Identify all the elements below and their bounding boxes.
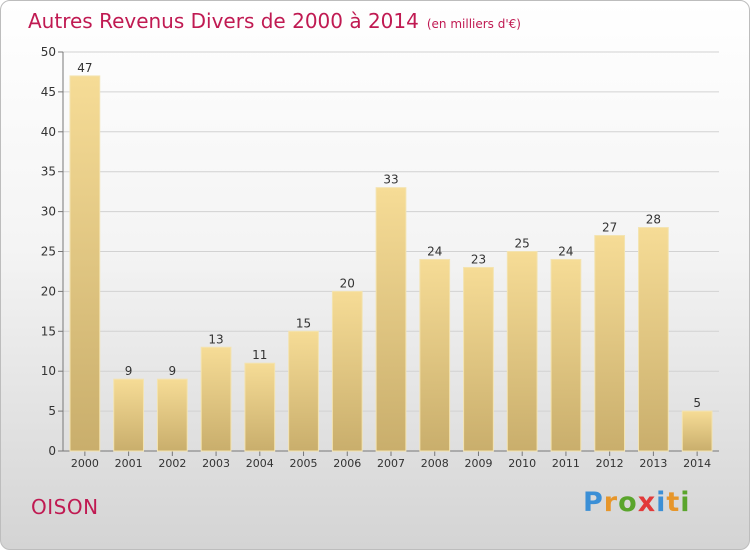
bar-value-label: 24 [427, 244, 442, 258]
chart-title: Autres Revenus Divers de 2000 à 2014 (en … [28, 9, 521, 33]
logo-letter: r [603, 487, 619, 518]
bar [288, 330, 319, 452]
bar-value-label: 24 [558, 244, 573, 258]
y-tick-label: 50 [41, 45, 56, 59]
bars [69, 75, 713, 452]
x-tick-label: 2000 [71, 457, 99, 470]
y-tick-label: 5 [48, 404, 56, 418]
x-tick-label: 2003 [202, 457, 230, 470]
logo-letter: t [666, 487, 681, 518]
bar-value-label: 20 [340, 276, 355, 290]
x-tick-label: 2009 [464, 457, 492, 470]
bar [638, 227, 669, 452]
x-tick-label: 2008 [421, 457, 449, 470]
x-tick-label: 2007 [377, 457, 405, 470]
bar [244, 362, 276, 452]
y-tick-label: 45 [41, 85, 56, 99]
x-tick-label: 2011 [552, 457, 580, 470]
bar [419, 258, 451, 452]
bar [594, 235, 626, 452]
x-tick-label: 2010 [508, 457, 536, 470]
bar [550, 258, 582, 452]
x-tick-label: 2006 [333, 457, 361, 470]
bar-value-label: 23 [471, 252, 486, 266]
chart-subtitle: (en milliers d'€) [426, 17, 521, 31]
bar-value-label: 27 [602, 221, 617, 235]
x-tick-label: 2013 [639, 457, 667, 470]
logo-letter: i [656, 487, 667, 518]
chart-title-text: Autres Revenus Divers de 2000 à 2014 [28, 9, 419, 33]
x-tick-label: 2005 [290, 457, 318, 470]
x-tick-label: 2012 [596, 457, 624, 470]
bar-value-label: 47 [77, 61, 92, 75]
logo-letter: P [583, 487, 604, 518]
x-tick-label: 2002 [158, 457, 186, 470]
bar-value-label: 28 [646, 213, 661, 227]
y-tick-label: 0 [48, 444, 56, 458]
bar-value-label: 15 [296, 316, 311, 330]
logo-letter: o [618, 487, 638, 518]
bar [331, 290, 363, 452]
bar-value-label: 9 [169, 364, 177, 378]
bar [200, 346, 232, 452]
bar [113, 378, 144, 452]
y-tick-label: 20 [41, 284, 56, 298]
x-tick-label: 2014 [683, 457, 711, 470]
y-tick-label: 35 [41, 165, 56, 179]
logo-letter: x [637, 487, 657, 518]
bar [681, 410, 713, 452]
bar-value-label: 5 [693, 396, 701, 410]
bar [506, 251, 538, 452]
bar [463, 266, 494, 452]
bar-value-label: 11 [252, 348, 267, 362]
bar-value-label: 13 [208, 332, 223, 346]
proxiti-logo: Proxiti [583, 487, 691, 518]
y-tick-label: 25 [41, 245, 56, 259]
labels: 0 5 10 15 20 25 30 35 40 45 50 47 2000 9 2001 9 2002 13 20… [41, 45, 711, 470]
bar-value-label: 33 [383, 173, 398, 187]
x-tick-label: 2004 [246, 457, 274, 470]
logo-letter: i [680, 487, 691, 518]
bar [375, 187, 407, 452]
bar [156, 378, 188, 452]
location-label: OISON [31, 495, 99, 519]
y-tick-label: 15 [41, 324, 56, 338]
bar-value-label: 25 [515, 237, 530, 251]
y-tick-label: 30 [41, 205, 56, 219]
y-tick-label: 10 [41, 364, 56, 378]
x-tick-label: 2001 [115, 457, 143, 470]
bar [69, 75, 101, 452]
bar-value-label: 9 [125, 364, 133, 378]
y-tick-label: 40 [41, 125, 56, 139]
